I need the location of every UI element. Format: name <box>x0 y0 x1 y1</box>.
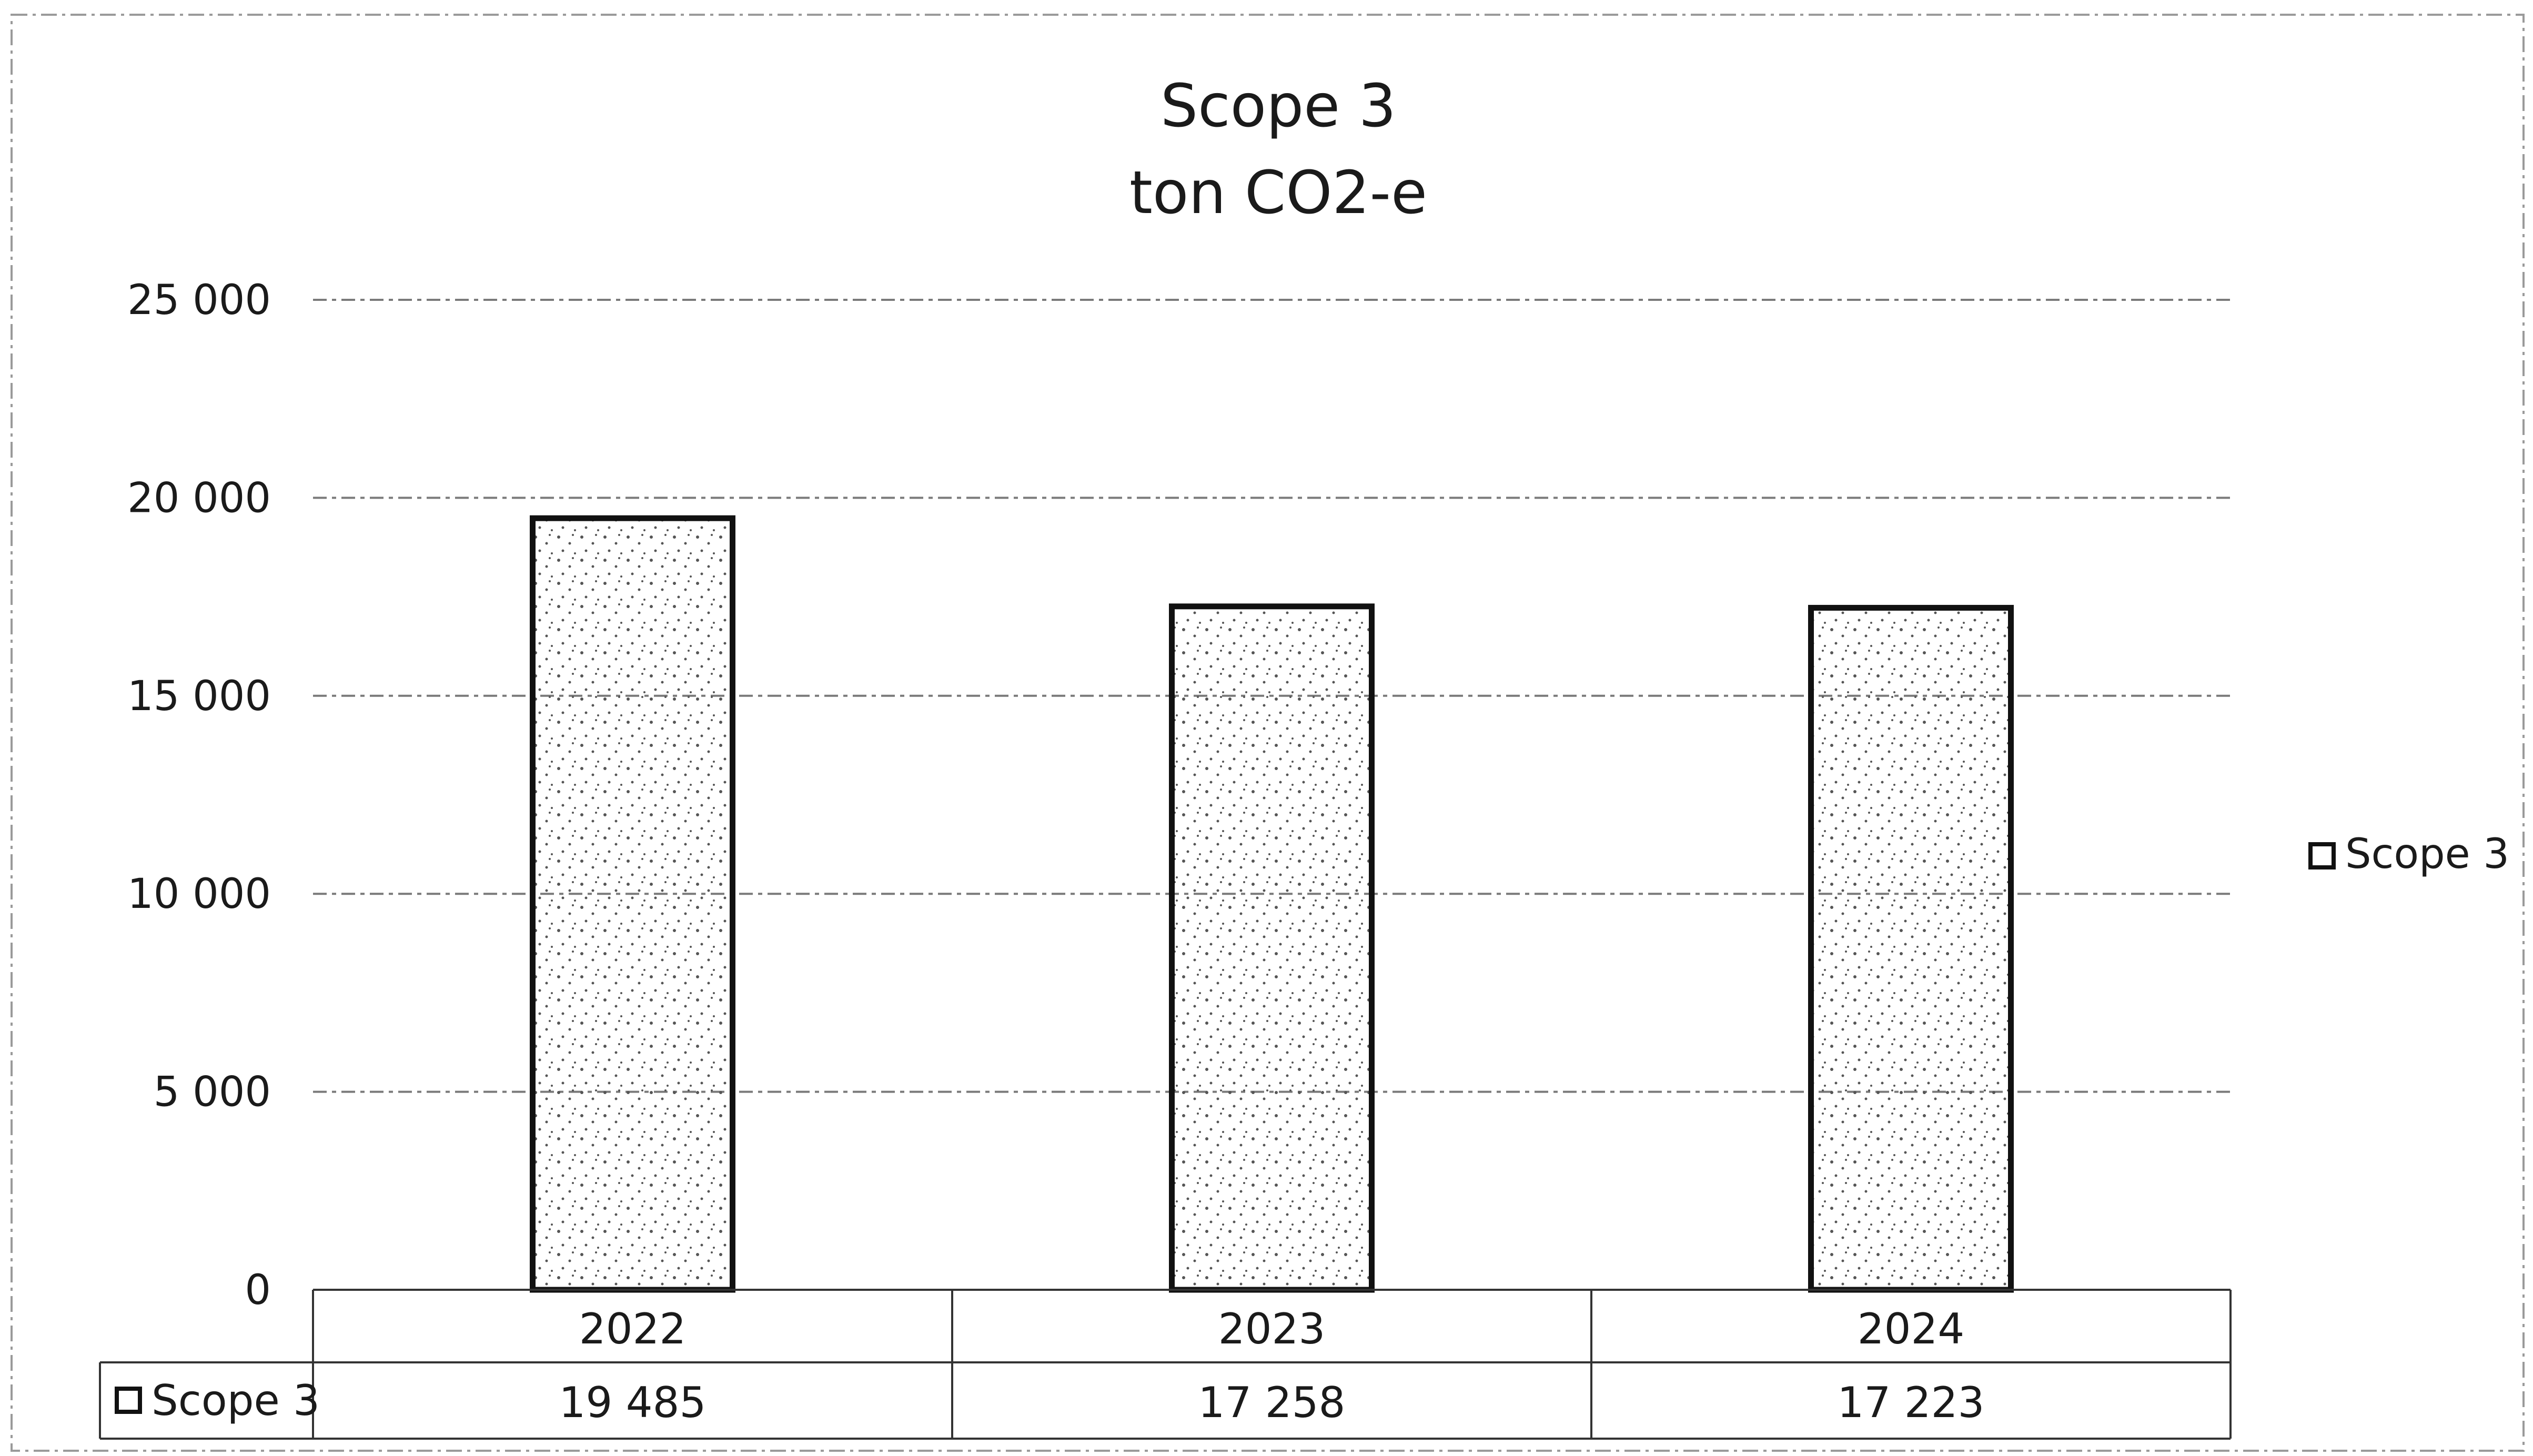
y-tick-label: 15 000 <box>127 673 271 720</box>
y-tick-label: 10 000 <box>127 871 271 918</box>
y-tick-label: 5 000 <box>154 1069 271 1116</box>
data-table: 2022 19 485 2023 17 258 2024 17 223 Scope 3 <box>99 1289 2232 1440</box>
x-tick-label: 2022 <box>579 1305 687 1353</box>
bar-2023 <box>1169 603 1375 1293</box>
y-tick-label: 20 000 <box>127 474 271 522</box>
chart-title: Scope 3 <box>1160 72 1396 140</box>
table-series-label: Scope 3 <box>152 1376 320 1425</box>
x-tick-label: 2024 <box>1858 1305 1965 1353</box>
y-axis: 0 5 000 10 000 15 000 20 000 25 000 <box>127 277 271 1314</box>
data-value-label: 17 223 <box>1838 1378 1985 1427</box>
chart-subtitle: ton CO2-e <box>1129 159 1427 227</box>
x-tick-label: 2023 <box>1218 1305 1326 1353</box>
table-legend-swatch <box>115 1387 142 1414</box>
bars <box>530 515 2014 1293</box>
y-tick-label: 0 <box>245 1267 271 1314</box>
bar-2022 <box>530 515 735 1293</box>
legend-label: Scope 3 <box>2345 831 2509 878</box>
legend: Scope 3 <box>2308 831 2509 878</box>
y-tick-label: 25 000 <box>127 277 271 324</box>
data-value-label: 19 485 <box>559 1378 707 1427</box>
data-value-label: 17 258 <box>1198 1378 1346 1427</box>
bar-2024 <box>1808 604 2014 1293</box>
legend-swatch <box>2308 842 2336 869</box>
